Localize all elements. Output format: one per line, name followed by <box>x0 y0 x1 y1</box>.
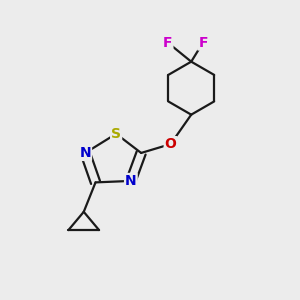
Text: O: O <box>165 137 176 151</box>
Text: N: N <box>125 174 137 188</box>
Text: F: F <box>198 35 208 50</box>
Text: S: S <box>111 127 121 141</box>
Text: N: N <box>80 146 91 160</box>
Text: F: F <box>163 35 172 50</box>
